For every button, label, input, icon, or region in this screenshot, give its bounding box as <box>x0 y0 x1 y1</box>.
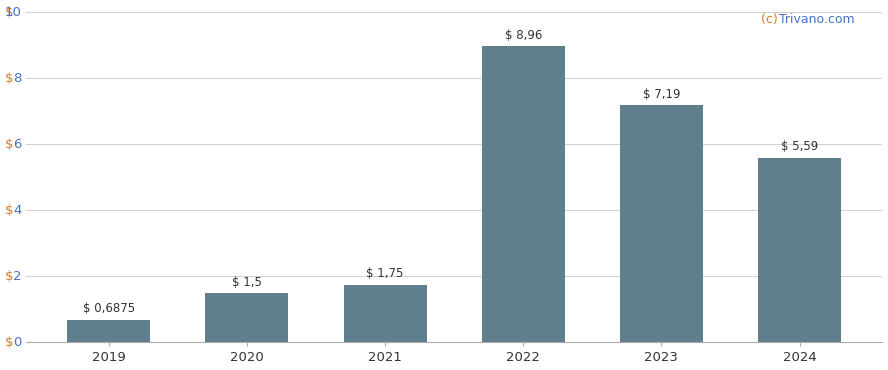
Text: $ 5,59: $ 5,59 <box>781 141 818 154</box>
Text: $: $ <box>4 6 17 18</box>
Bar <box>620 105 702 342</box>
Text: 6: 6 <box>13 138 21 151</box>
Text: $: $ <box>4 72 17 85</box>
Bar <box>344 285 426 342</box>
Text: $: $ <box>4 270 17 283</box>
Text: $: $ <box>4 204 17 217</box>
Text: $: $ <box>4 336 17 349</box>
Text: $ 1,5: $ 1,5 <box>232 276 262 289</box>
Bar <box>482 46 565 342</box>
Text: $ 7,19: $ 7,19 <box>643 88 680 101</box>
Text: $ 0,6875: $ 0,6875 <box>83 302 135 315</box>
Bar <box>67 320 150 342</box>
Text: 4: 4 <box>13 204 21 217</box>
Text: $ 1,75: $ 1,75 <box>367 267 404 280</box>
Text: $: $ <box>4 138 17 151</box>
Text: Trivano.com: Trivano.com <box>779 13 854 26</box>
Text: 0: 0 <box>13 336 21 349</box>
Text: 10: 10 <box>4 6 21 18</box>
Text: (c): (c) <box>761 13 781 26</box>
Bar <box>205 293 289 342</box>
Text: 8: 8 <box>13 72 21 85</box>
Text: 2: 2 <box>13 270 21 283</box>
Bar <box>758 158 841 342</box>
Text: $ 8,96: $ 8,96 <box>504 29 542 42</box>
